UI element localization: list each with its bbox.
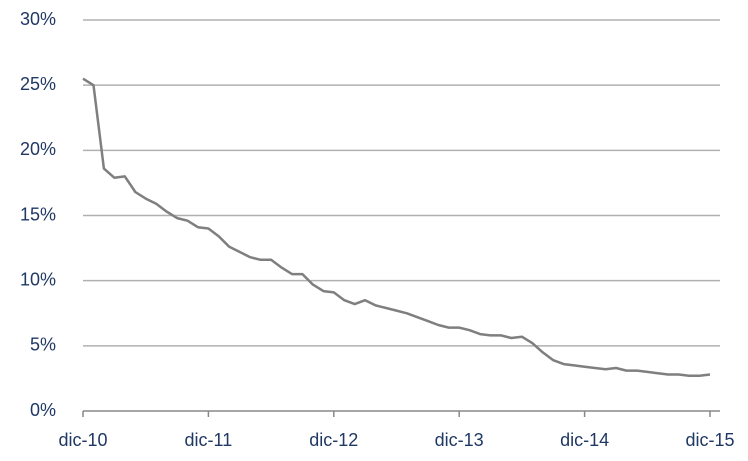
x-tick-label: dic-14 <box>560 430 609 450</box>
y-tick-label: 30% <box>20 9 56 29</box>
y-tick-label: 25% <box>20 74 56 94</box>
x-tick-label: dic-12 <box>309 430 358 450</box>
y-tick-label: 20% <box>20 139 56 159</box>
x-tick-label: dic-10 <box>58 430 107 450</box>
x-tick-label: dic-15 <box>685 430 734 450</box>
x-tick-label: dic-13 <box>435 430 484 450</box>
x-tick-label: dic-11 <box>185 430 233 450</box>
y-tick-label: 0% <box>30 400 56 420</box>
y-tick-label: 5% <box>30 335 56 355</box>
y-tick-label: 10% <box>20 269 56 289</box>
data-line <box>82 77 711 378</box>
y-tick-label: 15% <box>20 204 56 224</box>
